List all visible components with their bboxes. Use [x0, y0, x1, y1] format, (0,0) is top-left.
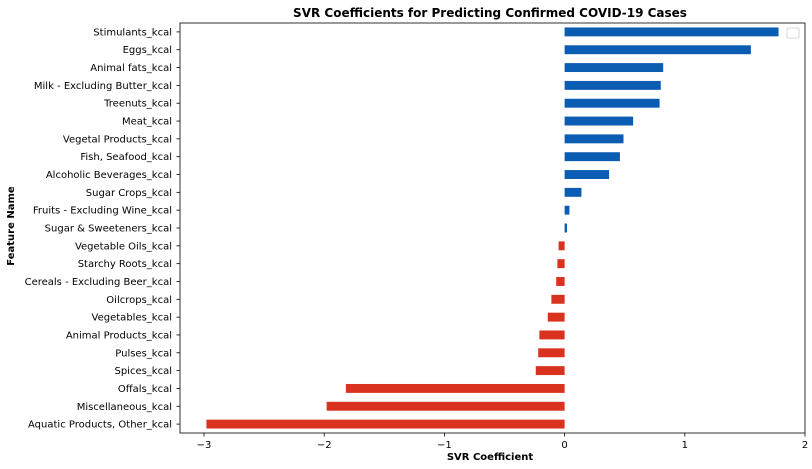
- y-tick-label: Fruits - Excluding Wine_kcal: [33, 206, 172, 217]
- x-axis-label: SVR Coefficient: [447, 452, 534, 463]
- y-tick-label: Oilcrops_kcal: [106, 295, 172, 306]
- y-tick-label: Cereals - Excluding Beer_kcal: [25, 277, 172, 288]
- y-tick-label: Alcoholic Beverages_kcal: [46, 170, 172, 181]
- bar: [564, 205, 570, 215]
- y-tick-label: Fish, Seafood_kcal: [80, 152, 172, 163]
- bar: [556, 277, 565, 286]
- y-tick-label: Animal Products_kcal: [66, 330, 172, 341]
- y-tick-label: Offals_kcal: [118, 384, 172, 395]
- bar: [564, 187, 582, 197]
- y-axis-label: Feature Name: [6, 186, 17, 266]
- y-tick-label: Vegetal Products_kcal: [63, 134, 172, 145]
- y-tick-label: Spices_kcal: [114, 366, 172, 377]
- x-tick-label: 1: [682, 440, 688, 451]
- y-tick-labels: Stimulants_kcal Eggs_kcal Animal fats_kcal…: [25, 27, 180, 431]
- y-tick-label: Eggs_kcal: [123, 45, 172, 56]
- y-tick-label: Starchy Roots_kcal: [78, 259, 172, 270]
- bar: [539, 330, 565, 340]
- bar: [535, 366, 565, 376]
- x-tick-label: −3: [197, 440, 212, 451]
- y-tick-label: Aquatic Products, Other_kcal: [28, 420, 172, 431]
- bar: [564, 116, 634, 126]
- bar: [564, 80, 661, 90]
- bar: [564, 63, 664, 73]
- y-tick-label: Miscellaneous_kcal: [77, 402, 172, 413]
- bar: [558, 241, 565, 251]
- x-tick-label: −2: [317, 440, 332, 451]
- bar: [564, 152, 620, 162]
- bar: [345, 383, 565, 393]
- y-tick-label: Milk - Excluding Butter_kcal: [34, 81, 172, 92]
- bar: [538, 348, 565, 358]
- y-tick-label: Meat_kcal: [122, 117, 172, 128]
- bar: [564, 134, 624, 144]
- bar: [326, 401, 565, 411]
- y-tick-label: Animal fats_kcal: [90, 63, 172, 74]
- bar: [564, 170, 610, 179]
- bar: [206, 419, 565, 429]
- legend: [786, 27, 800, 39]
- plot-frame: [179, 22, 806, 434]
- y-tick-label: Vegetable Oils_kcal: [75, 241, 172, 252]
- legend-box: [786, 27, 800, 39]
- y-tick-label: Vegetables_kcal: [92, 313, 172, 324]
- bar: [564, 223, 568, 233]
- y-tick-label: Treenuts_kcal: [103, 99, 172, 110]
- bar: [564, 27, 779, 37]
- bar: [557, 259, 565, 269]
- y-tick-label: Stimulants_kcal: [93, 27, 172, 38]
- y-tick-label: Sugar Crops_kcal: [86, 188, 172, 199]
- bar: [564, 45, 751, 55]
- x-ticks: −3 −2 −1 0 1 2: [197, 433, 808, 451]
- bar-group: [206, 27, 779, 429]
- y-tick-label: Sugar & Sweeteners_kcal: [45, 224, 172, 235]
- x-tick-label: 0: [561, 440, 567, 451]
- bar: [564, 98, 660, 108]
- x-tick-label: 2: [802, 440, 808, 451]
- bar: [551, 294, 565, 304]
- chart-title: SVR Coefficients for Predicting Confirme…: [293, 6, 687, 20]
- bar: [547, 312, 565, 322]
- y-tick-label: Pulses_kcal: [115, 348, 172, 359]
- x-tick-label: −1: [437, 440, 452, 451]
